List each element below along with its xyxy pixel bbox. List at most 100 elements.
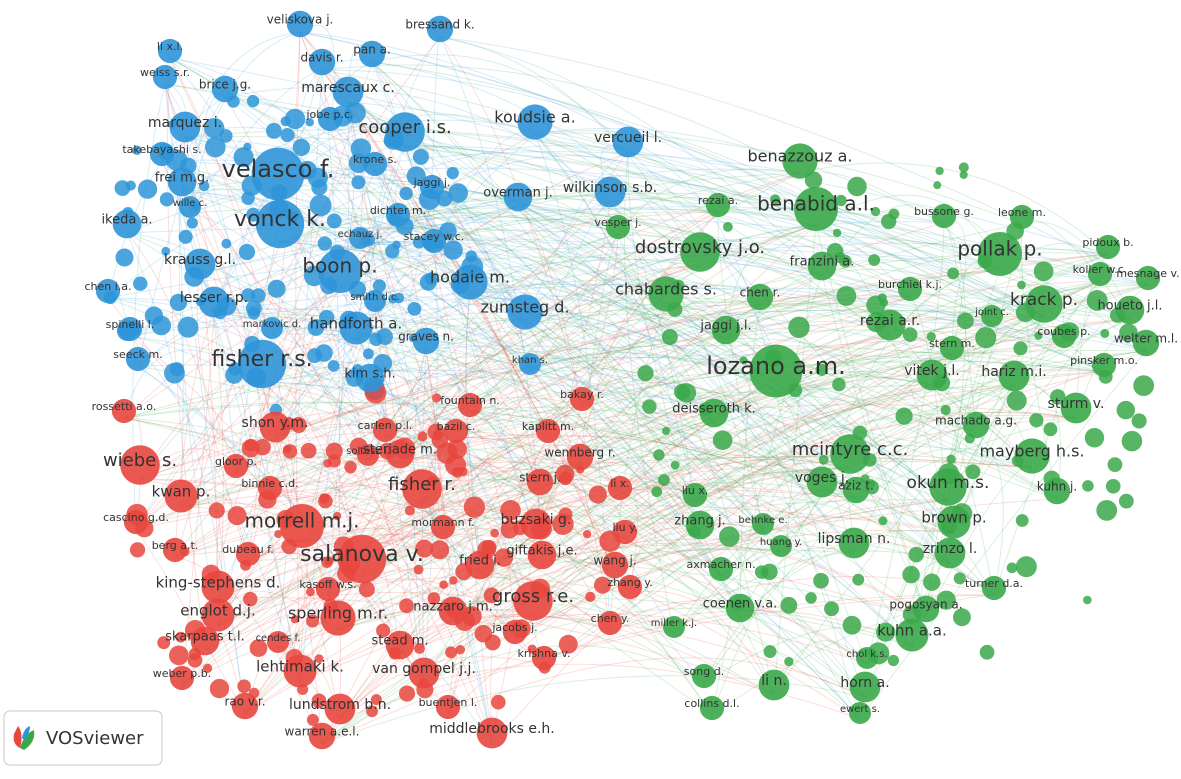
edge: [321, 675, 866, 745]
node: [1025, 285, 1063, 323]
node-dot: [881, 213, 897, 230]
edge: [181, 190, 777, 392]
node-dot: [1050, 389, 1066, 405]
node-label: deisseroth k.: [672, 402, 756, 417]
node-dot: [398, 685, 416, 702]
node-dot: [133, 276, 148, 291]
edge: [694, 474, 955, 534]
edge: [699, 253, 1109, 535]
node: [929, 468, 967, 506]
edge: [455, 222, 945, 439]
edge: [180, 36, 441, 508]
node-label: voges j.: [795, 470, 849, 486]
node-label: kasoff w.s.: [299, 578, 356, 591]
node-dot: [895, 407, 913, 425]
edge: [397, 208, 1149, 286]
edge: [161, 159, 619, 235]
node: [457, 392, 483, 418]
edge: [244, 384, 933, 715]
node: [112, 209, 142, 239]
edge: [397, 221, 949, 501]
edge: [421, 412, 715, 504]
edge: [235, 295, 911, 474]
edge: [169, 57, 493, 744]
edge: [361, 318, 1131, 578]
node-label: chen r.: [740, 286, 781, 300]
node-dot: [432, 429, 442, 439]
edge: [452, 467, 851, 621]
node: [962, 411, 990, 439]
node: [807, 251, 837, 281]
node: [315, 576, 341, 602]
node-dot: [314, 654, 324, 664]
node: [190, 626, 220, 656]
node: [164, 479, 198, 513]
edge: [135, 253, 1109, 530]
edge: [579, 233, 619, 466]
node: [939, 335, 965, 361]
edge: [327, 233, 619, 597]
node-label: chabardes s.: [615, 280, 717, 299]
edge: [452, 467, 851, 621]
edge: [180, 384, 933, 508]
edge: [614, 548, 927, 618]
node: [426, 15, 454, 43]
node: [517, 104, 553, 140]
edge: [399, 223, 1023, 464]
node: [259, 411, 291, 443]
node-label: vitek j.l.: [904, 363, 960, 379]
node-label: rezai a.r.: [860, 313, 920, 329]
edge: [853, 280, 1101, 554]
edge: [975, 432, 1004, 596]
node-label: kim s.h.: [344, 367, 395, 382]
node-dot: [321, 556, 333, 568]
edge: [271, 145, 406, 335]
node-dot: [902, 565, 920, 584]
edge: [129, 335, 425, 684]
node-dot: [311, 693, 327, 709]
edge: [217, 318, 1131, 599]
node-label: pan a.: [353, 43, 391, 57]
node-dot: [769, 194, 781, 205]
edge: [135, 528, 246, 715]
edge: [213, 311, 363, 578]
node-dot: [376, 623, 391, 638]
edge: [452, 615, 866, 698]
node-label: cooper i.s.: [358, 117, 451, 138]
edge: [534, 132, 1023, 225]
edge: [161, 126, 376, 172]
edge: [799, 171, 1001, 271]
edge: [725, 310, 1147, 352]
node-label: coenen v.a.: [703, 597, 778, 612]
node: [612, 519, 638, 545]
edge: [609, 199, 761, 306]
node: [337, 534, 387, 584]
node-dot: [243, 142, 252, 151]
edge: [224, 96, 764, 531]
node: [503, 182, 533, 212]
node-dot: [292, 138, 311, 157]
node-dot: [319, 309, 335, 326]
node: [1135, 265, 1161, 291]
edge: [367, 233, 619, 462]
node: [758, 669, 790, 701]
node-dot: [670, 460, 680, 470]
edge: [224, 96, 425, 684]
edge: [469, 286, 715, 423]
node: [251, 147, 305, 201]
node: [597, 610, 623, 636]
edge: [404, 145, 1131, 320]
node-dot: [290, 615, 299, 624]
edge: [627, 151, 701, 535]
edge: [397, 192, 945, 224]
edge: [397, 215, 526, 325]
node-label: markovic d.: [243, 319, 301, 330]
node-dot: [1118, 493, 1134, 509]
node-label: buentjen l.: [419, 696, 478, 709]
node-dot: [283, 445, 292, 454]
node-dot: [852, 573, 865, 586]
node: [235, 541, 261, 567]
edge: [224, 86, 611, 203]
node: [120, 445, 160, 485]
edge: [247, 172, 801, 562]
